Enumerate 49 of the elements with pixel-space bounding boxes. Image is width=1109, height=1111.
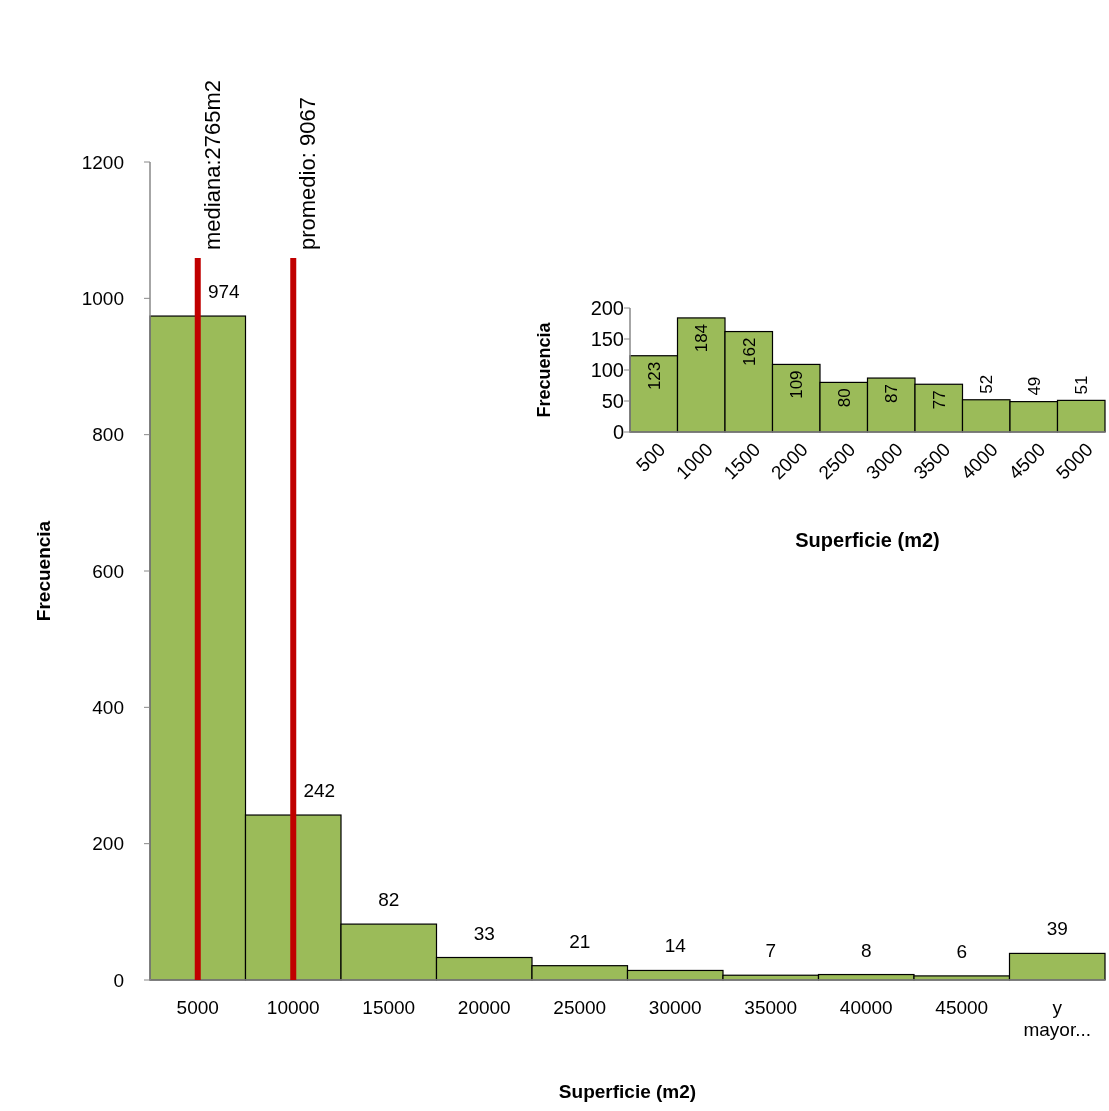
data-label: 33: [473, 922, 495, 944]
y-tick-label: 200: [92, 833, 124, 855]
y-axis-title: Frecuencia: [33, 520, 54, 622]
data-label: 49: [1024, 376, 1044, 396]
data-label: 109: [787, 370, 807, 399]
x-tick-label: 15000: [362, 997, 416, 1018]
y-tick-label: 1000: [81, 287, 124, 309]
y-tick-label: 200: [590, 297, 624, 319]
x-tick-label: y mayor...: [1023, 997, 1092, 1040]
data-label: 21: [569, 930, 591, 952]
data-label: 14: [664, 935, 687, 957]
data-label: 87: [882, 384, 902, 403]
x-axis-title: Superficie (m2): [795, 529, 940, 551]
data-label: 51: [1072, 375, 1092, 395]
x-tick-label: 20000: [457, 997, 511, 1018]
x-tick-label: 5000: [176, 997, 219, 1018]
data-label: 80: [834, 388, 854, 408]
y-tick-label: 400: [92, 696, 124, 718]
y-tick-label: 150: [590, 328, 624, 350]
y-tick-label: 800: [92, 424, 124, 446]
ref-line-label: mediana:2765m2: [199, 79, 225, 250]
data-label: 974: [207, 281, 241, 303]
data-label: 184: [692, 323, 712, 353]
y-tick-label: 600: [92, 560, 124, 582]
data-label: 7: [765, 940, 777, 962]
y-tick-label: 100: [590, 359, 624, 381]
x-tick-label: 10000: [266, 997, 320, 1018]
x-tick-label: 25000: [553, 997, 607, 1018]
x-tick-label: 30000: [648, 997, 702, 1018]
y-tick-label: 0: [113, 969, 124, 991]
data-label: 39: [1046, 918, 1068, 940]
data-label: 242: [303, 780, 336, 802]
data-label: 123: [644, 361, 664, 391]
data-label: 77: [929, 390, 949, 410]
y-tick-label: 1200: [81, 151, 124, 173]
x-tick-label: 45000: [935, 997, 989, 1018]
y-tick-label: 0: [612, 421, 624, 443]
data-label: 52: [977, 374, 997, 394]
y-axis-title: Frecuencia: [534, 321, 554, 418]
y-tick-label: 50: [601, 390, 624, 412]
x-tick-label: 35000: [744, 997, 798, 1018]
data-label: 6: [956, 940, 968, 962]
data-label: 162: [739, 337, 759, 366]
data-label: 82: [378, 889, 400, 911]
x-tick-label: 40000: [839, 997, 893, 1018]
x-tick-label: 500: [632, 438, 670, 476]
ref-line-label: promedio: 9067: [295, 97, 321, 250]
data-label: 8: [860, 939, 872, 961]
x-axis-title: Superficie (m2): [558, 1081, 697, 1102]
